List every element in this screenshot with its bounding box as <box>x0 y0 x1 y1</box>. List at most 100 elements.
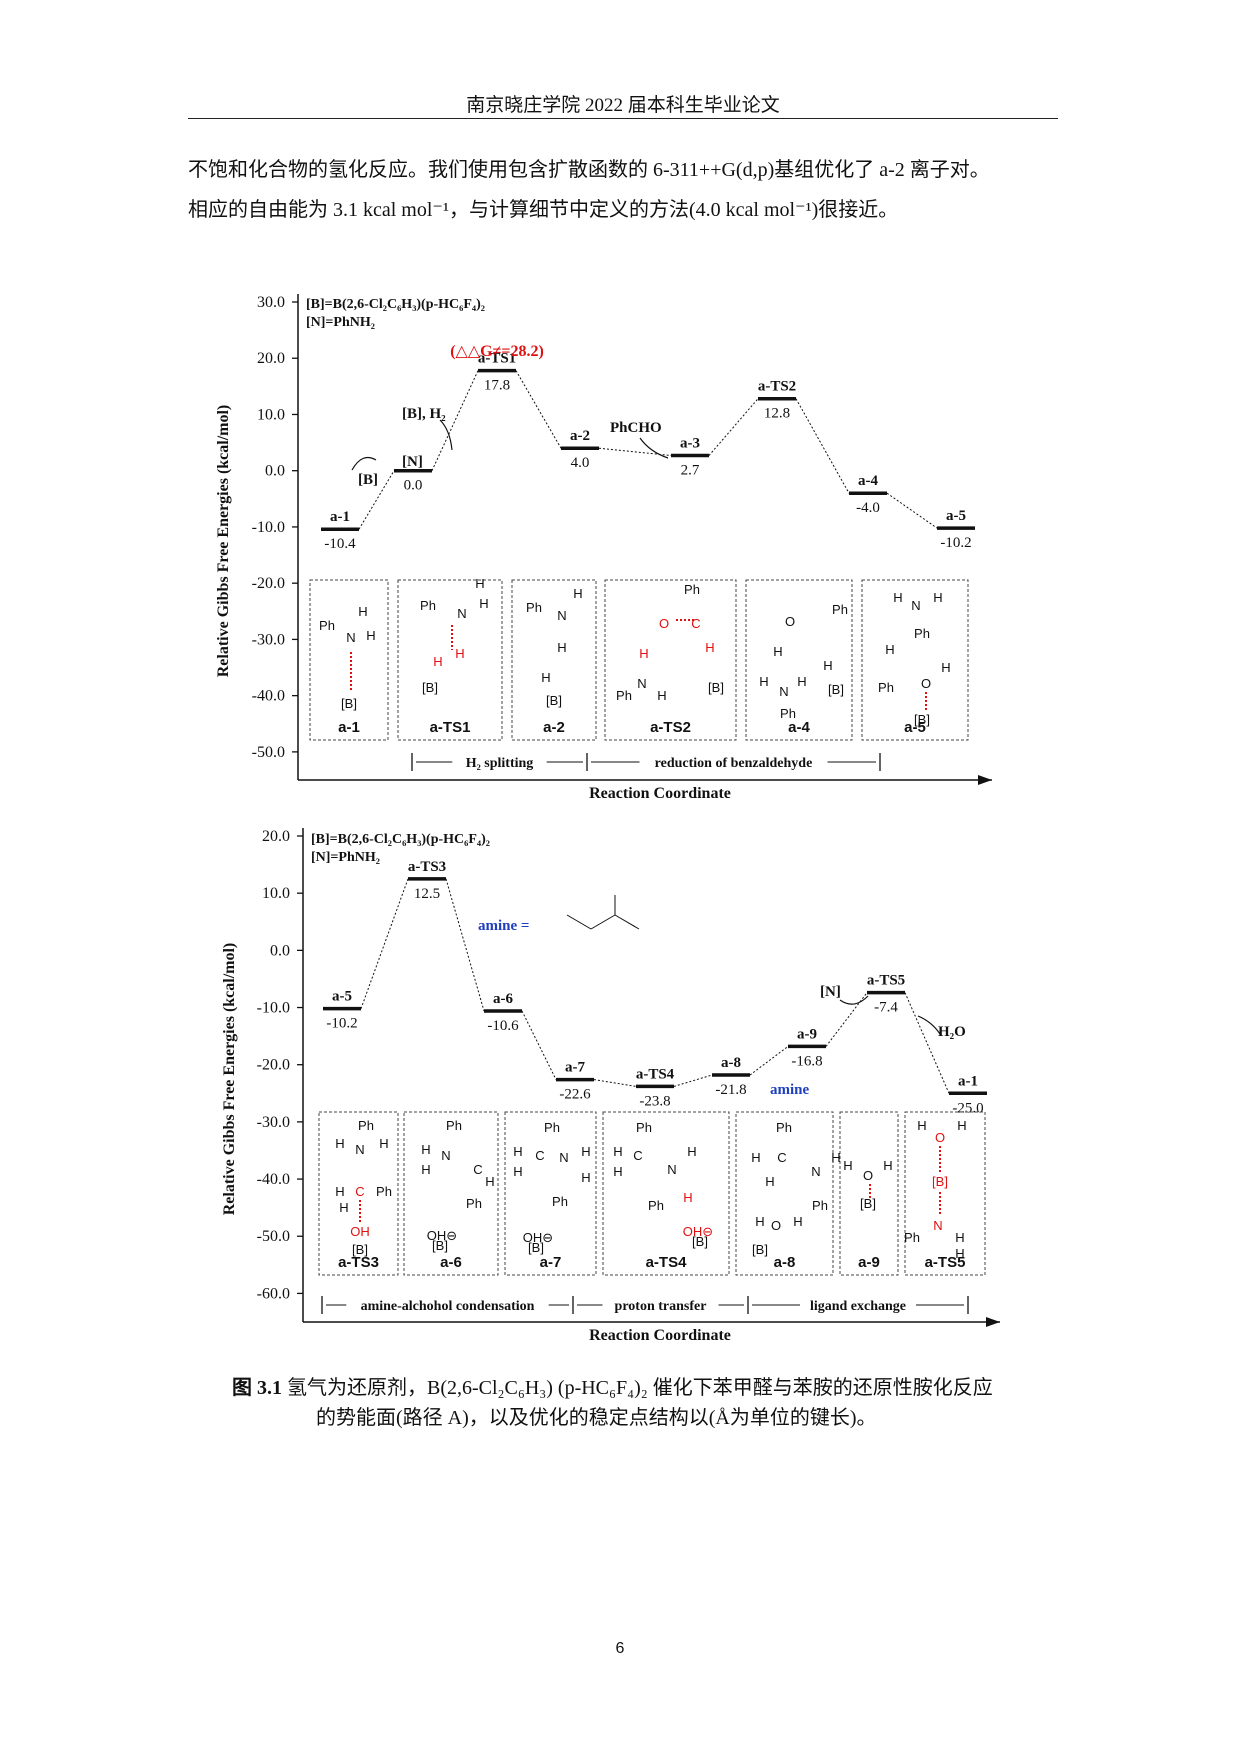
p2-stage-label: proton transfer <box>615 1299 707 1314</box>
ats4-atoms: H <box>683 1190 692 1205</box>
ats3-atoms: H <box>339 1200 348 1215</box>
a4-atoms: H <box>823 658 832 673</box>
p2-level-value: -7.4 <box>874 1000 898 1016</box>
p1-y-tick-label: 20.0 <box>257 350 285 367</box>
a1-boron: [B] <box>341 696 357 711</box>
page-number: 6 <box>615 1640 625 1657</box>
ats4-atoms: OH⊖ <box>683 1224 713 1239</box>
ats5-atoms: Ph <box>904 1230 920 1245</box>
p2-level-name: a-5 <box>332 989 352 1005</box>
p1-structure-box <box>861 579 969 741</box>
p2-level-name: a-7 <box>565 1060 585 1076</box>
ats3-boron: [B] <box>352 1242 368 1257</box>
amine-bond <box>566 914 592 930</box>
p2-y-tick-label: -40.0 <box>257 1171 290 1188</box>
p1-level-value: 17.8 <box>484 378 510 394</box>
p1-y-tick-label: 0.0 <box>265 463 285 480</box>
caption-line-1: 氢气为还原剂，B(2,6-Cl₂C₆H₃) (p-HC₆F₄)₂ 催化下苯甲醛与… <box>287 1377 993 1399</box>
a7-atoms: C <box>535 1148 544 1163</box>
ats4-atoms: N <box>667 1162 676 1177</box>
p2-level-name: a-TS5 <box>867 973 905 989</box>
p1-structure-box <box>309 579 389 741</box>
ats4-atoms: Ph <box>636 1120 652 1135</box>
p1-y-axis-label: Relative Gibbs Free Energies (kcal/mol) <box>215 405 232 678</box>
ats2-atoms: N <box>637 676 646 691</box>
p2-amine-label: amine = <box>478 918 529 934</box>
p2-structure-label: a-TS4 <box>646 1254 688 1271</box>
p2-stage-label-bg <box>800 1296 916 1314</box>
ats5-atoms: [B] <box>932 1174 948 1189</box>
ats3-atoms: H <box>379 1136 388 1151</box>
a9-atoms: O <box>863 1168 873 1183</box>
ats4-atoms: H <box>613 1164 622 1179</box>
p2-stage-label-bg <box>346 1296 549 1314</box>
p2-level-name: a-6 <box>493 991 513 1007</box>
p1-level-name: a-TS2 <box>758 379 796 395</box>
p2-reagent-arrow <box>839 995 869 1005</box>
p2-y-tick-label: 10.0 <box>262 885 290 902</box>
p2-structure-label: a-8 <box>774 1254 796 1271</box>
a6-atoms: H <box>485 1174 494 1189</box>
a6-atoms: H <box>421 1142 430 1157</box>
amine-bond <box>590 914 616 930</box>
p1-structure-box <box>604 579 737 741</box>
p2-level-value: -21.8 <box>715 1082 746 1098</box>
p2-y-tick-label: -10.0 <box>257 1000 290 1017</box>
a1-atoms: H <box>366 628 375 643</box>
p1-stage-label-bg <box>639 753 828 771</box>
p2-structure-label: a-TS5 <box>925 1254 966 1271</box>
p2-connector <box>673 1074 713 1087</box>
p2-level-value: -10.6 <box>487 1018 519 1034</box>
p2-y-tick-label: -50.0 <box>257 1228 290 1245</box>
a2-atoms: Ph <box>526 600 542 615</box>
ats5-atoms: H <box>955 1230 964 1245</box>
p2-connector <box>521 1010 557 1080</box>
p1-y-tick-label: -40.0 <box>252 688 285 705</box>
p2-level-name: a-1 <box>958 1073 978 1089</box>
a2-atoms: H <box>573 586 582 601</box>
a6-boron: [B] <box>432 1238 448 1253</box>
running-header: 南京晓庄学院 2022 届本科生毕业论文 <box>466 95 780 116</box>
p1-stage-label: H₂ splitting <box>466 756 534 771</box>
p2-connector <box>593 1079 637 1087</box>
p1-connector <box>515 370 562 449</box>
ats3-atoms: C <box>355 1184 364 1199</box>
ats2-atoms: O <box>659 616 669 631</box>
a5-atoms: H <box>885 642 894 657</box>
p2-connector <box>904 992 950 1094</box>
p1-y-tick-label: -50.0 <box>252 744 285 761</box>
p1-level-name: a-2 <box>570 428 590 444</box>
ats3-atoms: N <box>355 1142 364 1157</box>
p2-structure-box <box>839 1111 899 1276</box>
a5-atoms: H <box>933 590 942 605</box>
a4-atoms: O <box>785 614 795 629</box>
p2-reagent-n: [N] <box>820 984 841 1000</box>
p2-structure-label: a-7 <box>540 1254 562 1271</box>
a7-atoms: N <box>559 1150 568 1165</box>
p2-level-name: a-8 <box>721 1055 741 1071</box>
ats2-atoms: Ph <box>616 688 632 703</box>
ats5-atoms: H <box>957 1118 966 1133</box>
p1-annotation: (△△G≠=28.2) <box>450 343 544 360</box>
p2-level-value: -10.2 <box>326 1016 357 1032</box>
ats4-atoms: H <box>687 1144 696 1159</box>
a6-atoms: Ph <box>466 1196 482 1211</box>
ats2-boron: [B] <box>708 680 724 695</box>
p2-reagent-h2o: H₂O <box>938 1024 966 1040</box>
p2-y-tick-label: -20.0 <box>257 1057 290 1074</box>
a8-atoms: Ph <box>776 1120 792 1135</box>
p1-y-tick-label: -10.0 <box>252 519 285 536</box>
a9-atoms: H <box>843 1158 852 1173</box>
paragraph-line-2: 相应的自由能为 3.1 kcal mol⁻¹，与计算细节中定义的方法(4.0 k… <box>188 199 899 221</box>
ats3-atoms: H <box>335 1184 344 1199</box>
a8-atoms: N <box>811 1164 820 1179</box>
p1-level-name: a-4 <box>858 473 878 489</box>
a4-atoms: Ph <box>780 706 796 721</box>
p2-legend-line-2: [N]=PhNH₂ <box>311 850 380 865</box>
a8-boron: [B] <box>752 1242 768 1257</box>
p1-level-value: 0.0 <box>404 478 423 494</box>
a1-atoms: N <box>346 630 355 645</box>
p2-level-value: -23.8 <box>639 1093 670 1109</box>
a5-atoms: H <box>941 660 950 675</box>
paragraph-line-1: 不饱和化合物的氢化反应。我们使用包含扩散函数的 6-311++G(d,p)基组优… <box>188 159 990 181</box>
